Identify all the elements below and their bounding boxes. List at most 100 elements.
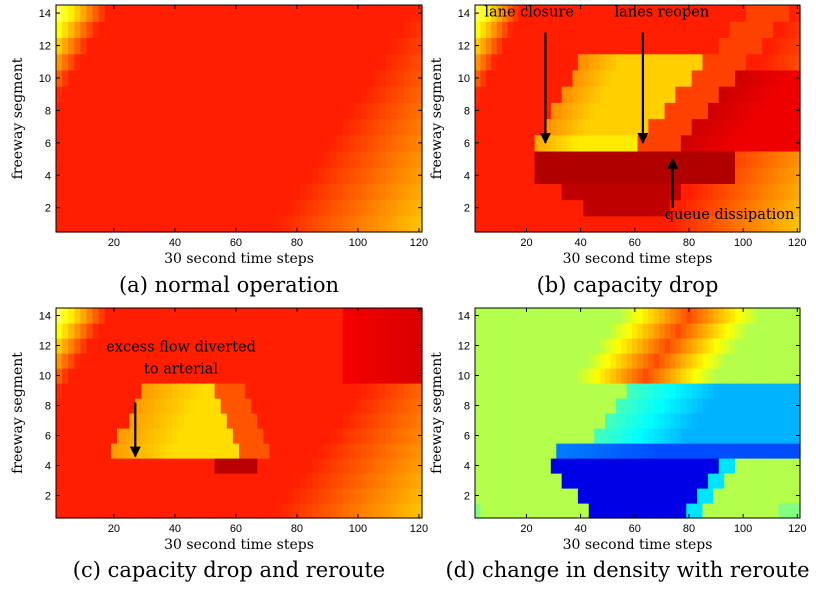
heatmap-cell [745, 167, 752, 184]
heatmap-cell [778, 488, 785, 504]
heatmap-cell [348, 37, 356, 55]
heatmap-cell [697, 458, 704, 474]
heatmap-cell [184, 215, 191, 233]
heatmap-cell [502, 443, 509, 459]
heatmap-cell [147, 503, 155, 519]
heatmap-cell [583, 86, 590, 103]
heatmap-cell [485, 86, 492, 103]
heatmap-cell [232, 308, 240, 324]
heatmap-cell [336, 503, 344, 519]
heatmap-cell [318, 199, 325, 217]
heatmap-cell [621, 215, 628, 233]
heatmap-cell [664, 183, 671, 201]
heatmap-cell [269, 308, 277, 324]
heatmap-cell [312, 323, 319, 339]
heatmap-cell [373, 323, 380, 339]
heatmap-cell [251, 338, 258, 354]
heatmap-cell [583, 69, 590, 87]
heatmap-cell [540, 37, 547, 55]
heatmap-cell [74, 53, 81, 71]
heatmap-cell [214, 183, 222, 201]
heatmap-cell [599, 503, 606, 519]
heatmap-cell [165, 69, 173, 87]
heatmap-cell [740, 21, 747, 39]
heatmap-cell [615, 458, 622, 474]
heatmap-cell [68, 383, 75, 399]
heatmap-cell [361, 473, 368, 489]
heatmap-cell [245, 308, 252, 324]
heatmap-cell [306, 183, 313, 201]
heatmap-cell [68, 458, 75, 474]
heatmap-cell [226, 488, 234, 504]
heatmap-cell [534, 86, 541, 103]
heatmap-cell [637, 383, 644, 399]
heatmap-cell [751, 150, 758, 168]
heatmap-cell [626, 473, 633, 489]
heatmap-cell [594, 37, 601, 55]
heatmap-cell [605, 428, 612, 444]
heatmap-cell [98, 150, 106, 168]
heatmap-cell [110, 458, 118, 474]
heatmap-cell [772, 86, 779, 103]
heatmap-cell [697, 167, 704, 184]
heatmap-cell [735, 86, 742, 103]
heatmap-cell [275, 199, 283, 217]
heatmap-cell [312, 69, 319, 87]
heatmap-cell [184, 458, 191, 474]
heatmap-cell [599, 473, 606, 489]
heatmap-cell [196, 473, 203, 489]
heatmap-cell [214, 473, 222, 489]
heatmap-cell [702, 199, 709, 217]
heatmap-cell [110, 443, 118, 459]
heatmap-cell [263, 338, 271, 354]
heatmap-cell [735, 398, 742, 414]
heatmap-cell [361, 458, 368, 474]
heatmap-cell [141, 458, 149, 474]
y-tick-label: 12 [458, 341, 470, 353]
heatmap-cell [117, 428, 124, 444]
heatmap-cell [293, 383, 301, 399]
heatmap-cell [621, 150, 628, 168]
heatmap-d [475, 308, 801, 519]
heatmap-cell [257, 323, 264, 339]
heatmap-cell [269, 118, 277, 136]
heatmap-cell [670, 5, 677, 22]
heatmap-cell [251, 473, 258, 489]
heatmap-cell [789, 21, 796, 39]
heatmap-cell [330, 21, 338, 39]
heatmap-cell [129, 150, 136, 168]
heatmap-cell [680, 86, 687, 103]
y-tick-label: 6 [464, 431, 470, 443]
heatmap-cell [318, 383, 325, 399]
heatmap-cell [245, 21, 252, 39]
heatmap-cell [686, 383, 693, 399]
heatmap-cell [74, 183, 81, 201]
heatmap-cell [293, 5, 301, 22]
heatmap-cell [588, 383, 595, 399]
heatmap-cell [718, 443, 725, 459]
heatmap-cell [697, 368, 704, 384]
x-tick-label: 80 [291, 237, 303, 249]
heatmap-cell [756, 215, 763, 233]
heatmap-cell [735, 353, 742, 369]
heatmap-cell [670, 383, 677, 399]
x-tick-label: 80 [291, 523, 303, 535]
heatmap-cell [257, 183, 264, 201]
heatmap-cell [208, 368, 216, 384]
heatmap-cell [772, 383, 779, 399]
heatmap-cell [135, 338, 142, 354]
heatmap-cell [621, 413, 628, 429]
heatmap-cell [632, 150, 639, 168]
heatmap-cell [391, 150, 399, 168]
heatmap-cell [318, 413, 325, 429]
heatmap-cell [610, 21, 617, 39]
heatmap-cell [778, 199, 785, 217]
heatmap-cell [220, 167, 228, 184]
heatmap-cell [92, 443, 100, 459]
heatmap-cell [171, 53, 179, 71]
heatmap-cell [226, 37, 234, 55]
heatmap-cell [232, 413, 240, 429]
heatmap-cell [718, 150, 725, 168]
heatmap-cell [572, 37, 579, 55]
heatmap-cell [190, 323, 197, 339]
